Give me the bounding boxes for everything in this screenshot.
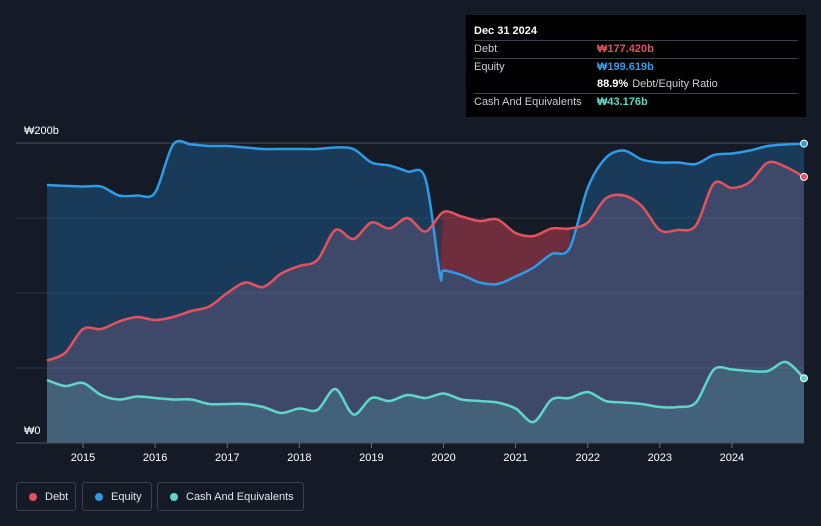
tooltip-label-ratio <box>474 76 597 93</box>
x-axis: 2015 2016 2017 2018 2019 2020 2021 2022 2023 2024 <box>16 442 804 464</box>
x-tick-label-2016: 2016 <box>143 452 167 464</box>
tooltip-value-ratio: 88.9% <box>597 78 629 90</box>
y-tick-label-zero: ₩0 <box>24 425 41 437</box>
line-cash-and-equivalents <box>46 360 805 424</box>
x-tick-label-2015: 2015 <box>71 452 95 464</box>
series-lines <box>46 139 805 424</box>
x-tick-label-2023: 2023 <box>648 452 672 464</box>
x-tick-label-2019: 2019 <box>359 452 383 464</box>
legend-equity[interactable]: Equity <box>82 482 152 511</box>
x-tick-label-2022: 2022 <box>575 452 599 464</box>
tooltip-row-equity: Equity ₩199.619b <box>474 58 798 76</box>
legend-equity-swatch <box>95 492 103 501</box>
debt-over-equity-area <box>439 212 570 284</box>
tooltip-value-equity: ₩199.619b <box>597 61 654 73</box>
endpoint-cash-and-equivalents <box>800 374 808 383</box>
x-tick-label-2017: 2017 <box>215 452 239 464</box>
legend-debt[interactable]: Debt <box>16 482 76 511</box>
area-equity <box>47 141 804 443</box>
legend-equity-label: Equity <box>111 490 142 503</box>
x-tick-label-2021: 2021 <box>503 452 527 464</box>
line-equity <box>46 139 805 286</box>
tooltip-ratio-caption: Debt/Equity Ratio <box>632 78 718 90</box>
tooltip-row-debt: Debt ₩177.420b <box>474 40 798 58</box>
tooltip-label-debt: Debt <box>474 43 498 55</box>
legend-debt-swatch <box>29 492 37 501</box>
y-tick-label-max: ₩200b <box>24 125 59 137</box>
tooltip-value-cash: ₩43.176b <box>597 96 648 108</box>
line-debt <box>46 160 805 362</box>
data-tooltip: Dec 31 2024 Debt ₩177.420b Equity ₩199.6… <box>466 15 806 117</box>
legend-cash[interactable]: Cash And Equivalents <box>157 482 304 511</box>
legend-debt-label: Debt <box>45 490 69 503</box>
tooltip-value-debt: ₩177.420b <box>597 43 654 55</box>
tooltip-label-equity: Equity <box>474 61 505 73</box>
series-endpoints <box>800 139 808 383</box>
tooltip-date: Dec 31 2024 <box>474 25 537 37</box>
tooltip-row-cash: Cash And Equivalents ₩43.176b <box>474 93 798 111</box>
series-areas <box>47 141 804 443</box>
tooltip-label-cash: Cash And Equivalents <box>474 96 582 108</box>
area-cash-and-equivalents <box>47 361 804 443</box>
endpoint-debt <box>800 172 808 181</box>
legend-cash-swatch <box>170 492 178 501</box>
x-tick-label-2018: 2018 <box>287 452 311 464</box>
endpoint-equity <box>800 139 808 148</box>
x-tick-label-2020: 2020 <box>431 452 455 464</box>
area-debt <box>47 161 804 443</box>
x-tick-label-2024: 2024 <box>720 452 744 464</box>
legend-cash-label: Cash And Equivalents <box>186 490 294 503</box>
tooltip-row-ratio: 88.9% Debt/Equity Ratio <box>474 76 798 93</box>
